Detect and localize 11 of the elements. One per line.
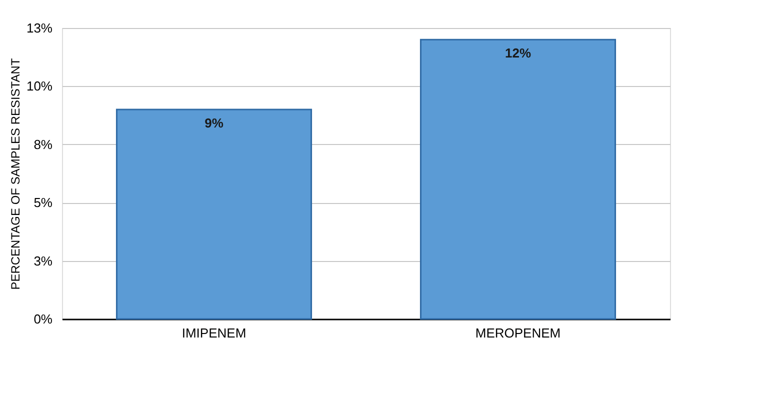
- data-label: 12%: [504, 46, 532, 61]
- x-tick-label: MEROPENEM: [475, 326, 561, 340]
- y-axis-title: PERCENTAGE OF SAMPLES RESISTANT: [8, 58, 22, 290]
- y-tick-label: 5%: [34, 195, 53, 210]
- y-tick-label: 13%: [26, 20, 53, 36]
- y-tick-label: 3%: [34, 253, 53, 268]
- y-tick-label: 10%: [26, 78, 53, 94]
- y-tick-label: 8%: [34, 136, 53, 152]
- data-label: 9%: [204, 115, 224, 130]
- x-tick-label: IMIPENEM: [182, 326, 246, 340]
- y-tick-label: 0%: [34, 312, 53, 326]
